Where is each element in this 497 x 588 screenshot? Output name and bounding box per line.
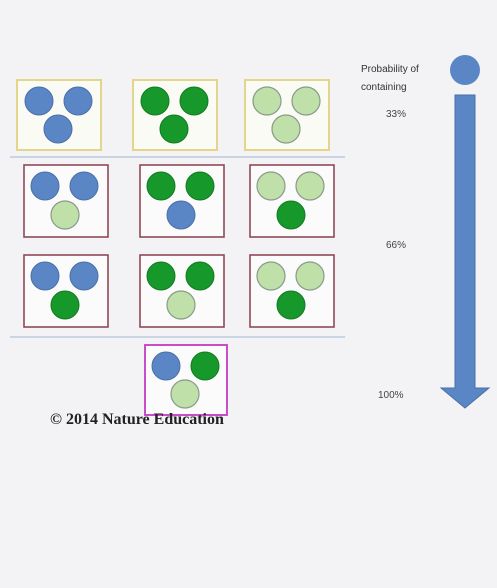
box	[23, 254, 109, 328]
box	[249, 164, 335, 238]
box	[16, 79, 102, 151]
arrow	[439, 94, 491, 409]
box	[139, 254, 225, 328]
legend-circle	[450, 55, 480, 85]
level-label: 66%	[386, 240, 406, 251]
box	[249, 254, 335, 328]
legend-title: Probability of	[361, 64, 419, 75]
box	[139, 164, 225, 238]
box	[144, 344, 228, 416]
level-label: 100%	[378, 390, 404, 401]
copyright: © 2014 Nature Education	[50, 411, 224, 428]
level-label: 33%	[386, 109, 406, 120]
box	[132, 79, 218, 151]
legend-title: containing	[361, 82, 407, 93]
box	[23, 164, 109, 238]
box	[244, 79, 330, 151]
